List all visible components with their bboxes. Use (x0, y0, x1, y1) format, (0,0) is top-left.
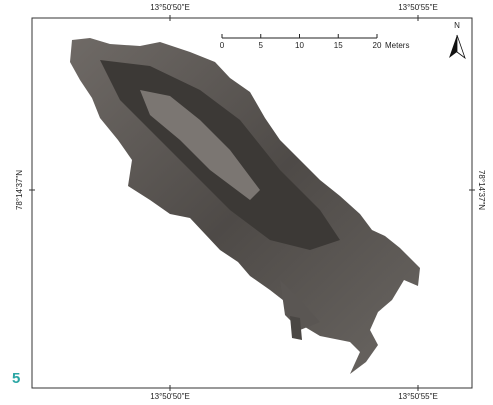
bottom-coord-label: 13°50'55"E (398, 392, 438, 401)
scale-label: 10 (295, 41, 304, 50)
left-coord-label: 78°14'37"N (15, 170, 24, 210)
right-coord-label: 78°14'37"N (477, 170, 486, 210)
top-coord-label: 13°50'50"E (150, 3, 190, 12)
figure-number: 5 (12, 370, 20, 387)
scale-label: 15 (334, 41, 343, 50)
scale-label: 0 (220, 41, 225, 50)
scale-unit: Meters (385, 41, 409, 50)
map-figure: 0 5 10 15 20Meters N 13°50'50"E 13°50'55"E 1… (0, 0, 493, 405)
scale-label: 20 (373, 41, 382, 50)
scale-label: 5 (259, 41, 264, 50)
bottom-coord-label: 13°50'50"E (150, 392, 190, 401)
north-label: N (454, 21, 460, 30)
top-coord-label: 13°50'55"E (398, 3, 438, 12)
